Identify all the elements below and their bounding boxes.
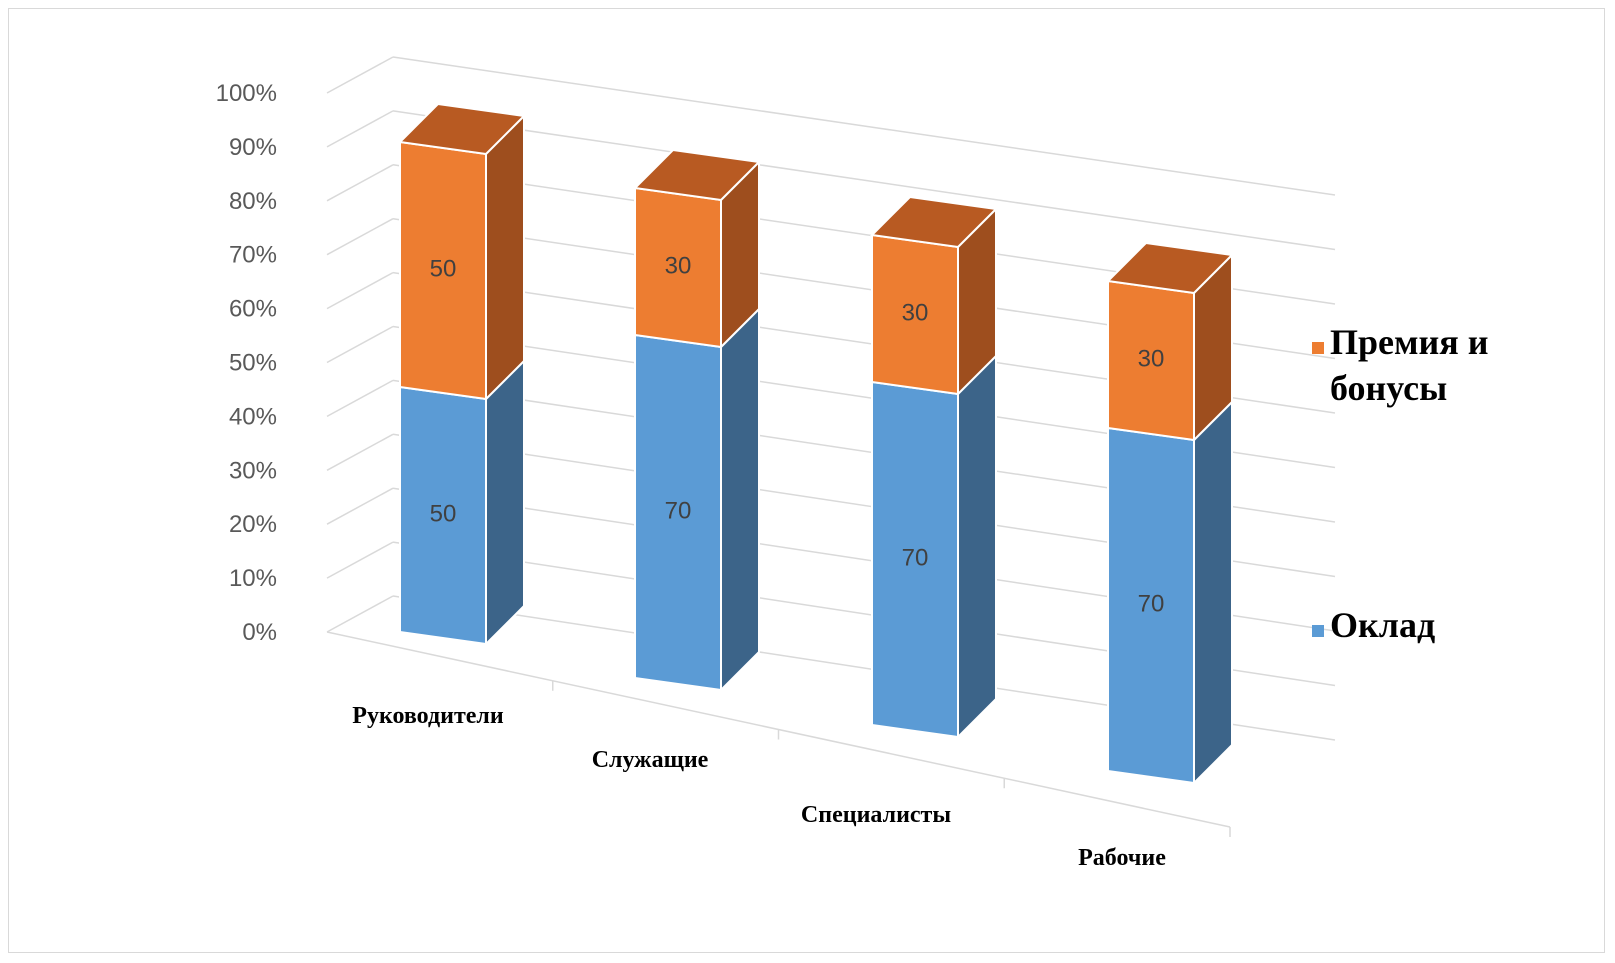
bar-side-0 xyxy=(1193,399,1233,786)
legend-label: Оклад xyxy=(1330,605,1435,645)
side-gridline xyxy=(326,110,394,148)
bar-top xyxy=(869,195,999,249)
side-gridline xyxy=(326,218,394,256)
data-label: 70 xyxy=(665,498,692,525)
side-gridline xyxy=(326,271,394,310)
y-tick-label: 50% xyxy=(229,350,277,377)
bar-side-1 xyxy=(485,113,525,402)
y-tick-label: 10% xyxy=(229,565,277,592)
back-gridline xyxy=(392,56,1336,196)
bar-top xyxy=(397,102,527,156)
side-gridline xyxy=(326,379,394,418)
side-gridline xyxy=(326,56,394,94)
data-label: 30 xyxy=(902,300,929,327)
y-tick-label: 80% xyxy=(229,188,277,215)
legend-label: Премия и xyxy=(1330,322,1488,362)
x-category-label: Служащие xyxy=(592,747,709,773)
bar-top xyxy=(632,148,762,202)
y-tick-label: 90% xyxy=(229,134,277,161)
bar-top xyxy=(1105,241,1235,295)
side-gridline xyxy=(326,487,394,525)
side-gridline xyxy=(326,325,394,364)
data-label: 70 xyxy=(1138,591,1165,618)
y-tick-label: 70% xyxy=(229,242,277,269)
back-gridline xyxy=(392,110,1336,251)
data-label: 70 xyxy=(902,545,929,572)
side-gridline xyxy=(326,164,394,202)
side-gridline xyxy=(326,595,394,633)
x-category-label: Руководители xyxy=(352,703,504,729)
chart-frame xyxy=(8,8,1605,953)
y-tick-label: 40% xyxy=(229,403,277,430)
bar-side-0 xyxy=(720,306,760,693)
y-tick-label: 0% xyxy=(242,619,277,646)
bar-side-0 xyxy=(957,353,997,740)
y-tick-label: 20% xyxy=(229,511,277,538)
data-label: 30 xyxy=(1138,346,1165,373)
data-label: 50 xyxy=(430,501,457,528)
x-category-label: Рабочие xyxy=(1078,845,1166,871)
y-tick-label: 100% xyxy=(216,80,277,107)
side-gridline xyxy=(326,433,394,471)
side-gridline xyxy=(326,541,394,579)
data-label: 30 xyxy=(665,253,692,280)
y-tick-label: 60% xyxy=(229,296,277,323)
legend-swatch xyxy=(1312,625,1324,637)
legend-label: бонусы xyxy=(1330,368,1447,408)
x-category-label: Специалисты xyxy=(801,802,951,828)
bar-side-0 xyxy=(485,358,525,647)
data-label: 50 xyxy=(430,256,457,283)
y-tick-label: 30% xyxy=(229,457,277,484)
legend-swatch xyxy=(1312,342,1324,354)
